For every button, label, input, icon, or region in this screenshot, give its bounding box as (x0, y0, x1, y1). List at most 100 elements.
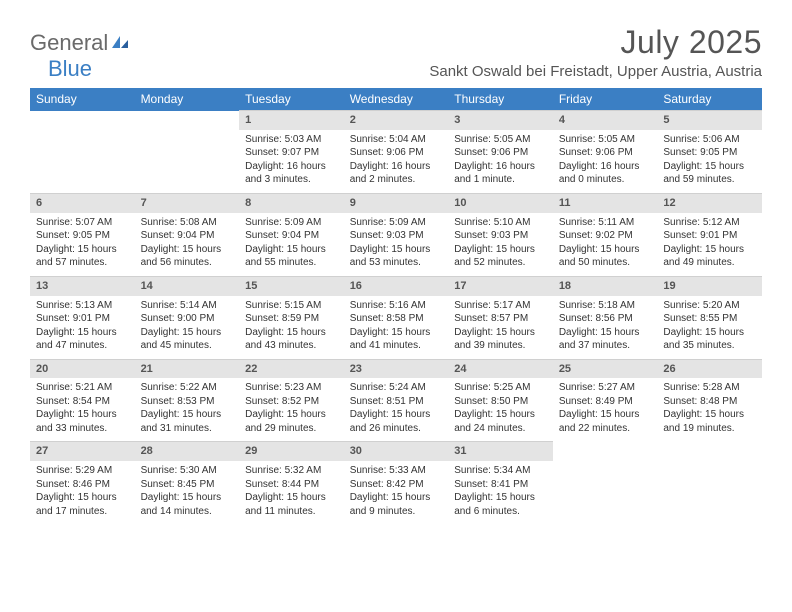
daylight-line: Daylight: 15 hours and 35 minutes. (663, 326, 756, 353)
day-number-cell: 1 (239, 111, 344, 130)
sunrise-line: Sunrise: 5:07 AM (36, 216, 129, 230)
sunrise-line: Sunrise: 5:09 AM (350, 216, 443, 230)
sunset-line: Sunset: 8:49 PM (559, 395, 652, 409)
day-content-cell: Sunrise: 5:06 AMSunset: 9:05 PMDaylight:… (657, 130, 762, 194)
sunset-line: Sunset: 9:04 PM (245, 229, 338, 243)
weekday-header: Friday (553, 88, 658, 111)
day-content-cell: Sunrise: 5:05 AMSunset: 9:06 PMDaylight:… (448, 130, 553, 194)
sunset-line: Sunset: 9:01 PM (36, 312, 129, 326)
sunrise-line: Sunrise: 5:23 AM (245, 381, 338, 395)
day-number-cell: 30 (344, 442, 449, 461)
day-content-cell: Sunrise: 5:16 AMSunset: 8:58 PMDaylight:… (344, 296, 449, 360)
daylight-line: Daylight: 15 hours and 31 minutes. (141, 408, 234, 435)
day-content-cell: Sunrise: 5:07 AMSunset: 9:05 PMDaylight:… (30, 213, 135, 277)
day-content-cell: Sunrise: 5:15 AMSunset: 8:59 PMDaylight:… (239, 296, 344, 360)
day-number-cell: 21 (135, 359, 240, 378)
day-number-cell: 19 (657, 276, 762, 295)
day-content-cell (135, 130, 240, 194)
day-content-cell: Sunrise: 5:27 AMSunset: 8:49 PMDaylight:… (553, 378, 658, 442)
day-content-cell: Sunrise: 5:29 AMSunset: 8:46 PMDaylight:… (30, 461, 135, 524)
daylight-line: Daylight: 15 hours and 49 minutes. (663, 243, 756, 270)
day-content-row: Sunrise: 5:21 AMSunset: 8:54 PMDaylight:… (30, 378, 762, 442)
sunset-line: Sunset: 9:04 PM (141, 229, 234, 243)
day-content-row: Sunrise: 5:03 AMSunset: 9:07 PMDaylight:… (30, 130, 762, 194)
sunrise-line: Sunrise: 5:29 AM (36, 464, 129, 478)
day-content-cell: Sunrise: 5:17 AMSunset: 8:57 PMDaylight:… (448, 296, 553, 360)
brand-logo: General Blue (30, 30, 130, 82)
sunrise-line: Sunrise: 5:28 AM (663, 381, 756, 395)
day-content-cell: Sunrise: 5:05 AMSunset: 9:06 PMDaylight:… (553, 130, 658, 194)
day-number-cell: 15 (239, 276, 344, 295)
day-number-row: 2728293031 (30, 442, 762, 461)
day-number-cell: 12 (657, 193, 762, 212)
daylight-line: Daylight: 15 hours and 47 minutes. (36, 326, 129, 353)
sunrise-line: Sunrise: 5:21 AM (36, 381, 129, 395)
day-number-cell: 28 (135, 442, 240, 461)
daylight-line: Daylight: 15 hours and 59 minutes. (663, 160, 756, 187)
sunset-line: Sunset: 8:42 PM (350, 478, 443, 492)
daylight-line: Daylight: 15 hours and 45 minutes. (141, 326, 234, 353)
daylight-line: Daylight: 15 hours and 52 minutes. (454, 243, 547, 270)
day-number-cell: 16 (344, 276, 449, 295)
sunrise-line: Sunrise: 5:32 AM (245, 464, 338, 478)
sunrise-line: Sunrise: 5:05 AM (559, 133, 652, 147)
day-number-cell: 3 (448, 111, 553, 130)
day-content-row: Sunrise: 5:29 AMSunset: 8:46 PMDaylight:… (30, 461, 762, 524)
day-number-cell: 20 (30, 359, 135, 378)
sunset-line: Sunset: 8:53 PM (141, 395, 234, 409)
daylight-line: Daylight: 15 hours and 14 minutes. (141, 491, 234, 518)
day-number-cell: 31 (448, 442, 553, 461)
daylight-line: Daylight: 15 hours and 53 minutes. (350, 243, 443, 270)
day-number-cell: 7 (135, 193, 240, 212)
daylight-line: Daylight: 15 hours and 56 minutes. (141, 243, 234, 270)
sunrise-line: Sunrise: 5:27 AM (559, 381, 652, 395)
day-number-row: 20212223242526 (30, 359, 762, 378)
weekday-header: Monday (135, 88, 240, 111)
sunset-line: Sunset: 8:50 PM (454, 395, 547, 409)
day-number-cell: 25 (553, 359, 658, 378)
day-number-cell (657, 442, 762, 461)
day-content-cell: Sunrise: 5:20 AMSunset: 8:55 PMDaylight:… (657, 296, 762, 360)
day-number-row: 6789101112 (30, 193, 762, 212)
daylight-line: Daylight: 16 hours and 2 minutes. (350, 160, 443, 187)
sunset-line: Sunset: 9:05 PM (663, 146, 756, 160)
sunset-line: Sunset: 8:44 PM (245, 478, 338, 492)
day-content-row: Sunrise: 5:13 AMSunset: 9:01 PMDaylight:… (30, 296, 762, 360)
sunset-line: Sunset: 9:06 PM (559, 146, 652, 160)
day-number-cell: 14 (135, 276, 240, 295)
sunset-line: Sunset: 9:03 PM (350, 229, 443, 243)
calendar-header-row: SundayMondayTuesdayWednesdayThursdayFrid… (30, 88, 762, 111)
day-content-cell: Sunrise: 5:32 AMSunset: 8:44 PMDaylight:… (239, 461, 344, 524)
sunset-line: Sunset: 9:00 PM (141, 312, 234, 326)
daylight-line: Daylight: 15 hours and 29 minutes. (245, 408, 338, 435)
daylight-line: Daylight: 15 hours and 57 minutes. (36, 243, 129, 270)
month-title: July 2025 (429, 24, 762, 61)
logo-text: General Blue (30, 30, 130, 82)
day-number-cell: 29 (239, 442, 344, 461)
sunset-line: Sunset: 9:01 PM (663, 229, 756, 243)
day-content-cell: Sunrise: 5:33 AMSunset: 8:42 PMDaylight:… (344, 461, 449, 524)
sunset-line: Sunset: 9:07 PM (245, 146, 338, 160)
sunrise-line: Sunrise: 5:24 AM (350, 381, 443, 395)
day-number-cell: 2 (344, 111, 449, 130)
day-number-cell: 17 (448, 276, 553, 295)
daylight-line: Daylight: 15 hours and 41 minutes. (350, 326, 443, 353)
sunset-line: Sunset: 9:03 PM (454, 229, 547, 243)
day-number-cell: 27 (30, 442, 135, 461)
day-content-row: Sunrise: 5:07 AMSunset: 9:05 PMDaylight:… (30, 213, 762, 277)
sunset-line: Sunset: 8:57 PM (454, 312, 547, 326)
sunrise-line: Sunrise: 5:08 AM (141, 216, 234, 230)
day-number-cell: 8 (239, 193, 344, 212)
sunset-line: Sunset: 9:02 PM (559, 229, 652, 243)
day-number-cell: 11 (553, 193, 658, 212)
weekday-header: Tuesday (239, 88, 344, 111)
logo-word-1: General (30, 30, 108, 55)
daylight-line: Daylight: 15 hours and 22 minutes. (559, 408, 652, 435)
title-block: July 2025 Sankt Oswald bei Freistadt, Up… (429, 24, 762, 80)
sunset-line: Sunset: 9:05 PM (36, 229, 129, 243)
day-content-cell: Sunrise: 5:13 AMSunset: 9:01 PMDaylight:… (30, 296, 135, 360)
sunset-line: Sunset: 8:45 PM (141, 478, 234, 492)
sail-icon (110, 37, 130, 54)
day-content-cell: Sunrise: 5:18 AMSunset: 8:56 PMDaylight:… (553, 296, 658, 360)
sunset-line: Sunset: 8:58 PM (350, 312, 443, 326)
